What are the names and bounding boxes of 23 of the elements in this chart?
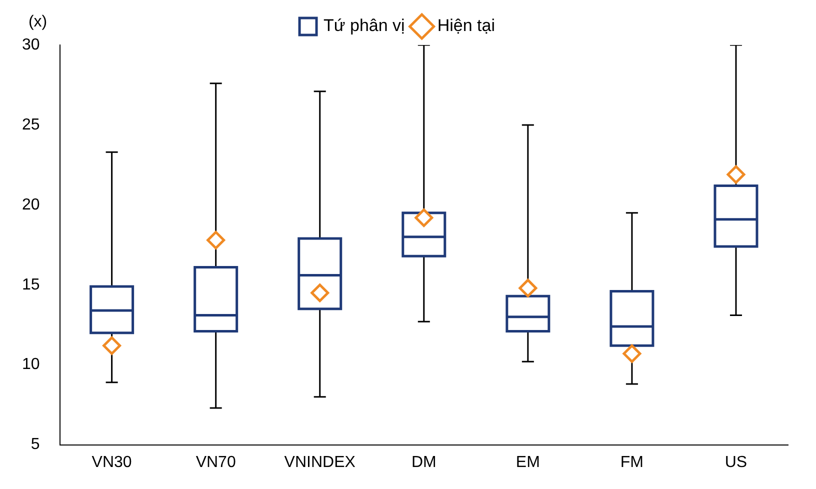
y-axis-title: (x) (28, 13, 48, 30)
point (310, 284, 330, 302)
y-tick-label: 30 (22, 36, 40, 54)
y-tick-label: 20 (22, 196, 40, 214)
legend-label: Hiện tại (437, 16, 495, 36)
point (518, 278, 538, 298)
y-tick-label: 10 (22, 356, 40, 374)
x-tick-label: DM (411, 454, 436, 471)
x-tick-label: VN70 (196, 454, 236, 471)
x-tick-label: US (724, 454, 748, 471)
point (622, 344, 642, 363)
x-tick-label: EM (516, 454, 540, 471)
y-tick-label: 5 (30, 436, 40, 454)
x-tick-label: FM (620, 454, 644, 471)
y-tick-label: 25 (22, 116, 40, 134)
point (414, 208, 434, 227)
point (102, 336, 122, 355)
x-tick-label: VNINDEX (284, 454, 356, 471)
x-tick-label: VN30 (92, 454, 132, 471)
y-tick-label: 15 (22, 276, 40, 294)
legend-label: Tứ phân vị (324, 16, 405, 36)
point (726, 165, 746, 184)
point (206, 230, 226, 250)
